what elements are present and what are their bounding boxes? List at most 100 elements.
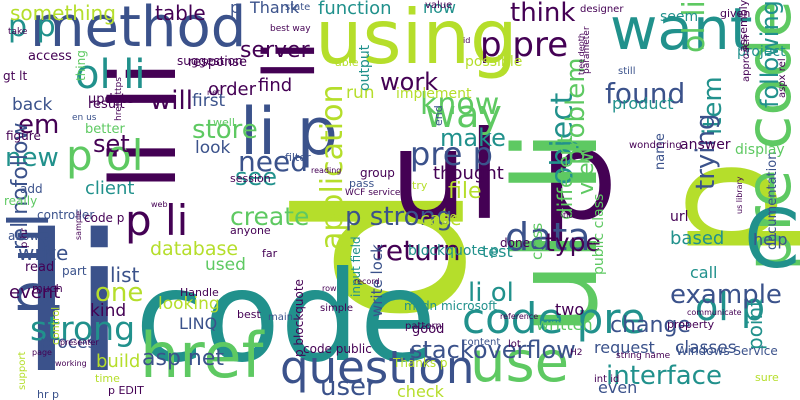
cloud-word: need bbox=[238, 145, 308, 178]
cloud-word: read bbox=[25, 260, 55, 275]
cloud-word: name bbox=[653, 133, 668, 170]
cloud-word: run bbox=[346, 83, 375, 103]
cloud-word: product bbox=[612, 94, 674, 113]
cloud-word: wondering bbox=[629, 140, 682, 151]
cloud-word: try bbox=[412, 179, 428, 192]
cloud-word: designer bbox=[580, 4, 624, 15]
cloud-word: gt lt bbox=[3, 69, 28, 83]
cloud-word: string name bbox=[616, 351, 671, 361]
cloud-word: code p bbox=[84, 211, 125, 225]
cloud-word: li ol bbox=[468, 278, 514, 308]
cloud-word: possible bbox=[465, 54, 523, 70]
cloud-word: p li bbox=[125, 196, 189, 245]
cloud-word: function bbox=[318, 0, 392, 19]
cloud-word: code pre bbox=[462, 294, 646, 343]
cloud-word: ol li bbox=[677, 0, 712, 53]
cloud-word: Handle bbox=[180, 286, 219, 299]
cloud-word: time bbox=[95, 372, 120, 385]
cloud-word: reading bbox=[311, 166, 342, 175]
cloud-word: check bbox=[397, 382, 444, 400]
cloud-word: one bbox=[95, 278, 144, 308]
cloud-word: blockquote p bbox=[408, 243, 499, 259]
cloud-word: presenter bbox=[60, 338, 99, 347]
cloud-word: first bbox=[192, 91, 226, 111]
cloud-word: value bbox=[425, 0, 453, 11]
cloud-word: store bbox=[192, 115, 258, 145]
cloud-word: C bbox=[744, 193, 800, 286]
cloud-word: net bbox=[207, 88, 221, 97]
cloud-word: file bbox=[448, 179, 482, 204]
cloud-word: en us bbox=[72, 113, 97, 123]
cloud-word: add bbox=[20, 182, 43, 196]
cloud-word: example bbox=[670, 280, 782, 310]
cloud-word: write bbox=[18, 241, 69, 265]
cloud-word: written bbox=[536, 315, 593, 334]
cloud-word: project bbox=[737, 44, 786, 60]
cloud-word: content bbox=[462, 337, 501, 348]
cloud-word: session bbox=[230, 172, 271, 185]
cloud-word: pass bbox=[349, 177, 375, 190]
cloud-word: id bbox=[463, 36, 471, 45]
cloud-word: now bbox=[423, 0, 457, 17]
cloud-word: li bbox=[20, 194, 126, 400]
cloud-word: used bbox=[205, 255, 246, 275]
cloud-word: take bbox=[8, 27, 28, 37]
cloud-word: best way bbox=[270, 24, 311, 34]
cloud-word: point bbox=[743, 298, 767, 350]
cloud-word: seem bbox=[660, 9, 699, 25]
cloud-word: based bbox=[670, 228, 725, 249]
cloud-word: server bbox=[240, 38, 310, 63]
cloud-word: user bbox=[320, 372, 377, 400]
cloud-word: working bbox=[55, 359, 87, 368]
cloud-word: li p bbox=[240, 95, 339, 170]
cloud-word: pre p bbox=[410, 135, 493, 173]
cloud-word: test bbox=[482, 242, 513, 261]
cloud-word: think bbox=[510, 0, 576, 28]
cloud-word: back bbox=[12, 95, 53, 115]
cloud-word: well bbox=[213, 116, 235, 129]
cloud-word: able bbox=[335, 56, 359, 69]
cloud-word: hr p bbox=[37, 388, 59, 400]
cloud-word: asp net bbox=[142, 346, 225, 371]
cloud-word: tree depth bbox=[577, 33, 586, 75]
cloud-word: LINQ bbox=[179, 314, 218, 333]
cloud-word: change bbox=[610, 313, 691, 338]
cloud-word: event bbox=[9, 282, 61, 303]
cloud-word: p EDIT bbox=[108, 384, 144, 397]
cloud-word: access bbox=[28, 49, 72, 64]
cloud-word: build bbox=[96, 351, 141, 372]
cloud-word: process bbox=[40, 333, 106, 353]
cloud-word: really bbox=[4, 194, 38, 208]
cloud-word: display bbox=[735, 142, 785, 158]
cloud-word: make bbox=[440, 124, 506, 152]
cloud-word: controller bbox=[37, 208, 95, 222]
cloud-word: create bbox=[230, 202, 310, 231]
cloud-word: go bbox=[442, 210, 457, 224]
cloud-word: something bbox=[10, 1, 116, 25]
cloud-word: will bbox=[150, 86, 193, 116]
cloud-word: ol li bbox=[75, 52, 146, 98]
cloud-word: order bbox=[208, 79, 256, 100]
cloud-word: code public bbox=[303, 342, 372, 356]
cloud-word: figure bbox=[6, 129, 41, 143]
cloud-word: simple bbox=[320, 303, 354, 314]
cloud-word: msdn microsoft bbox=[404, 299, 497, 313]
cloud-word: property bbox=[667, 318, 715, 331]
cloud-word: view bbox=[574, 144, 599, 195]
cloud-word: result bbox=[88, 97, 125, 112]
cloud-word: work bbox=[380, 68, 439, 96]
cloud-word: code bbox=[135, 245, 437, 390]
cloud-word: suggestion bbox=[177, 54, 243, 68]
cloud-word: public class bbox=[591, 193, 607, 275]
cloud-word: update bbox=[88, 92, 134, 107]
cloud-word: thing bbox=[74, 50, 88, 81]
cloud-word: call bbox=[690, 263, 718, 282]
cloud-word: state bbox=[285, 2, 311, 13]
cloud-word: database bbox=[150, 238, 239, 260]
cloud-word: response bbox=[188, 55, 248, 70]
cloud-word: different bbox=[553, 135, 577, 220]
cloud-word: p strong bbox=[345, 202, 453, 232]
cloud-word: way bbox=[425, 92, 502, 136]
cloud-word: page bbox=[32, 348, 52, 357]
cloud-word: good bbox=[412, 322, 445, 337]
